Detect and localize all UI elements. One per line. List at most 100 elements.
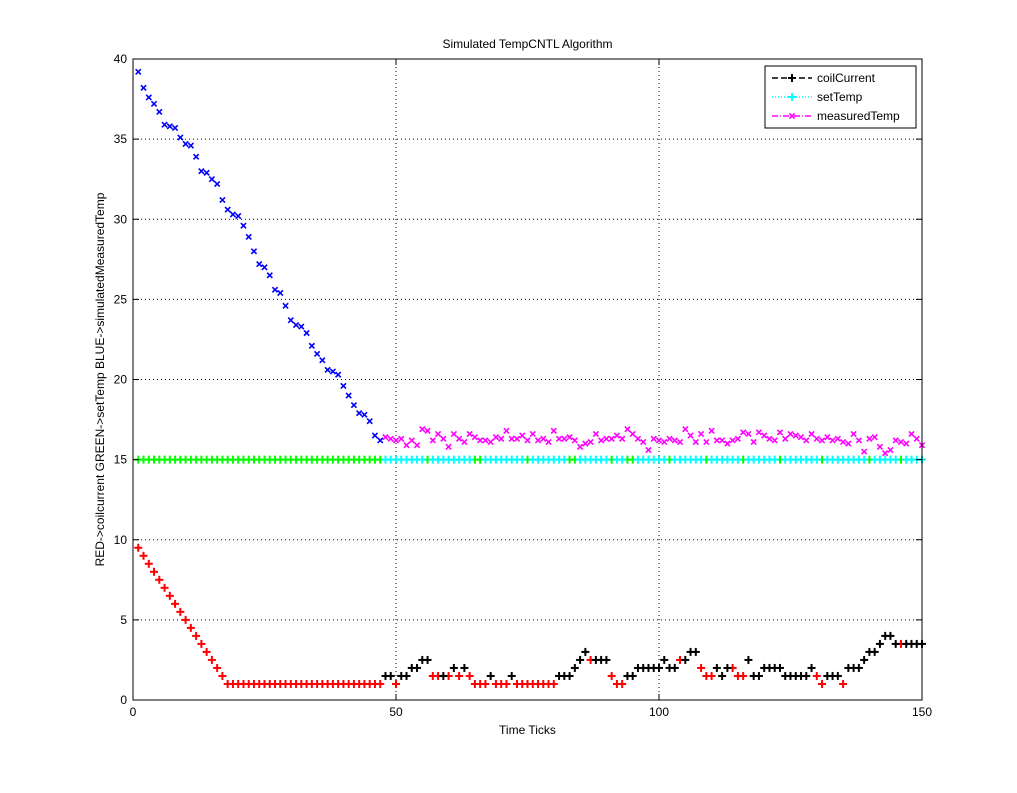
data-point	[850, 430, 857, 438]
data-point	[440, 435, 447, 442]
data-point	[587, 438, 594, 446]
data-point	[171, 124, 179, 132]
data-point	[218, 671, 227, 680]
data-point	[661, 438, 668, 446]
data-point	[671, 437, 678, 444]
data-point	[392, 437, 400, 444]
data-point	[445, 443, 452, 450]
data-point	[802, 671, 811, 680]
data-point	[186, 623, 195, 632]
legend-item: coilCurrent	[772, 71, 876, 85]
data-point	[161, 121, 168, 128]
data-point	[166, 123, 173, 130]
data-marks	[134, 68, 926, 688]
data-point	[476, 437, 484, 444]
data-point	[871, 434, 878, 441]
data-point	[797, 434, 805, 441]
data-point	[513, 435, 521, 442]
legend-marker	[788, 74, 796, 82]
data-point	[903, 440, 910, 447]
data-point	[608, 435, 615, 442]
data-point	[666, 435, 673, 442]
legend-marker	[788, 93, 796, 101]
data-point	[602, 455, 611, 464]
data-point	[845, 440, 852, 447]
data-point	[429, 437, 436, 444]
data-point	[240, 222, 247, 229]
data-point	[887, 446, 894, 454]
data-point	[582, 440, 589, 447]
grid	[133, 59, 922, 700]
data-point	[235, 212, 242, 220]
data-point	[356, 409, 363, 417]
data-point	[250, 248, 258, 255]
data-point	[135, 68, 142, 75]
data-point	[182, 140, 189, 148]
data-point	[860, 455, 869, 464]
data-point	[691, 647, 700, 656]
data-point	[829, 437, 836, 444]
data-point	[602, 655, 611, 664]
data-point	[403, 442, 410, 449]
data-point	[650, 435, 657, 442]
legend-label: setTemp	[817, 90, 863, 104]
data-point	[744, 655, 753, 664]
data-point	[750, 438, 757, 446]
data-point	[171, 599, 180, 608]
data-point	[570, 663, 579, 672]
data-point	[402, 671, 411, 680]
data-point	[629, 430, 636, 438]
data-point	[697, 663, 706, 672]
data-point	[897, 438, 905, 446]
data-point	[618, 455, 627, 464]
data-point	[465, 455, 474, 464]
data-point	[739, 671, 748, 680]
data-point	[386, 671, 395, 680]
data-point	[371, 432, 379, 439]
data-point	[724, 440, 731, 447]
data-point	[660, 455, 669, 464]
data-point	[471, 434, 479, 441]
data-point	[308, 342, 316, 350]
data-point	[818, 679, 827, 688]
data-point	[839, 679, 848, 688]
data-point	[266, 272, 273, 279]
data-point	[834, 435, 842, 442]
data-point	[387, 435, 394, 442]
data-point	[839, 438, 847, 446]
data-point	[870, 647, 879, 656]
data-point	[592, 430, 600, 438]
data-point	[824, 434, 831, 441]
chart-title: Simulated TempCNTL Algorithm	[442, 37, 612, 51]
data-point	[519, 432, 526, 439]
data-point	[607, 671, 616, 680]
y-tick-label: 40	[114, 52, 128, 66]
data-point	[597, 437, 605, 444]
data-point	[177, 134, 184, 141]
legend-box	[764, 65, 917, 129]
data-point	[287, 317, 294, 324]
data-point	[908, 430, 915, 438]
data-point	[566, 434, 573, 441]
data-point	[366, 417, 373, 425]
data-point	[155, 575, 164, 584]
data-point	[866, 435, 873, 442]
data-point	[660, 655, 669, 664]
data-point	[754, 671, 763, 680]
data-point	[455, 435, 463, 442]
x-tick-label: 100	[649, 705, 669, 719]
data-point	[450, 430, 458, 438]
legend-label: coilCurrent	[817, 71, 876, 85]
y-tick-label: 20	[114, 373, 128, 387]
data-point	[733, 455, 742, 464]
data-point	[319, 357, 326, 364]
data-point	[708, 427, 715, 434]
data-point	[466, 430, 473, 438]
data-point	[618, 679, 627, 688]
data-point	[860, 655, 869, 664]
data-point	[913, 435, 920, 442]
data-point	[502, 679, 511, 688]
data-point	[534, 437, 542, 444]
